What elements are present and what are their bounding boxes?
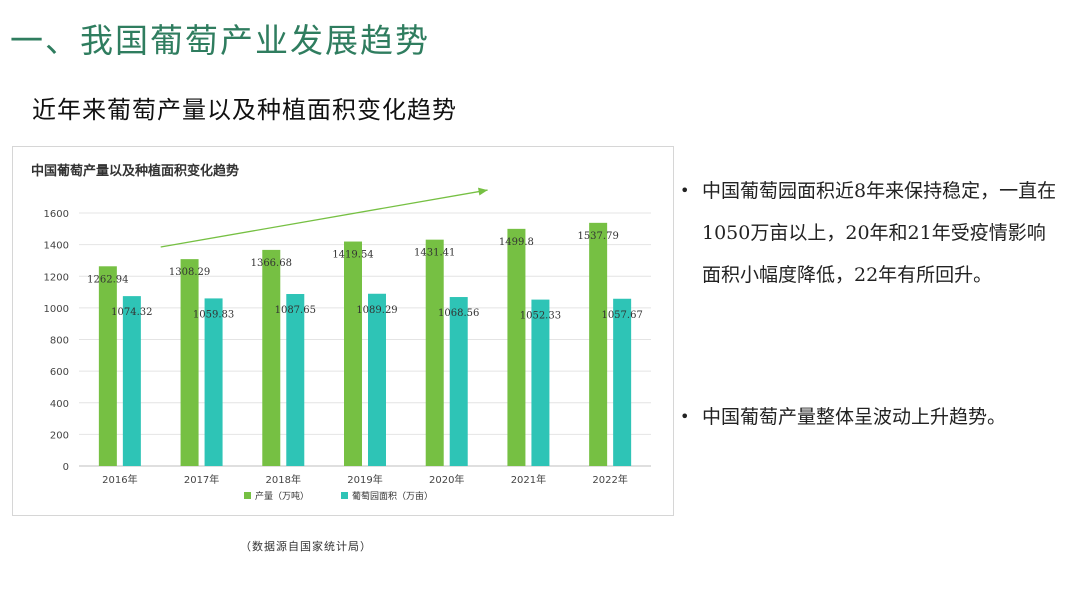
- bar-area: [613, 298, 632, 466]
- bar-area: [368, 293, 386, 466]
- x-tick-label: 2018年: [266, 473, 301, 486]
- trend-arrow-line: [160, 189, 488, 248]
- slide-title: 一、我国葡萄产业发展趋势: [10, 21, 430, 60]
- bullet-dot: •: [680, 181, 690, 200]
- bar-area: [449, 297, 468, 466]
- x-tick-label: 2021年: [511, 473, 546, 486]
- data-label-production: 1431.41: [414, 248, 455, 259]
- data-label-area: 1068.56: [438, 308, 479, 319]
- data-label-area: 1087.65: [275, 305, 316, 316]
- data-label-area: 1057.67: [601, 310, 642, 321]
- source-note: （数据源自国家统计局）: [240, 540, 372, 553]
- x-tick-label: 2020年: [429, 473, 464, 486]
- data-label-area: 1074.32: [111, 307, 152, 318]
- bullet-text: 中国葡萄园面积近8年来保持稳定，一直在1050万亩以上，20年和21年受疫情影响…: [702, 180, 1057, 286]
- bar-production: [262, 249, 281, 466]
- y-tick-label: 800: [50, 336, 69, 347]
- data-label-production: 1366.68: [251, 258, 292, 269]
- y-tick-label: 1200: [44, 272, 69, 283]
- bar-production: [98, 266, 117, 466]
- data-label-area: 1052.33: [520, 311, 561, 322]
- legend-swatch-area: [341, 492, 348, 499]
- legend-label-production: 产量（万吨）: [255, 490, 309, 502]
- data-label-production: 1308.29: [169, 267, 210, 278]
- x-tick-label: 2016年: [102, 473, 137, 486]
- chart-title: 中国葡萄产量以及种植面积变化趋势: [31, 164, 240, 179]
- data-label-production: 1262.94: [87, 274, 128, 285]
- y-tick-label: 1400: [44, 241, 69, 252]
- y-tick-label: 200: [50, 430, 69, 441]
- chart-panel: 中国葡萄产量以及种植面积变化趋势 0 200 400 600 800 1000 1200 14…: [12, 146, 674, 516]
- bar-production: [180, 259, 199, 466]
- legend-label-area: 葡萄园面积（万亩）: [352, 490, 433, 502]
- bar-production: [507, 228, 526, 466]
- bullet-dot: •: [680, 407, 690, 426]
- bar-chart: 0 200 400 600 800 1000 1200 1400 1600 1262.94 1074…: [44, 187, 651, 502]
- bar-area: [122, 296, 141, 466]
- y-tick-label: 1600: [44, 209, 69, 220]
- slide-subtitle: 近年来葡萄产量以及种植面积变化趋势: [32, 96, 457, 124]
- data-label-production: 1537.79: [577, 231, 618, 242]
- data-label-area: 1089.29: [356, 305, 397, 316]
- bar-production: [589, 222, 608, 466]
- trend-arrow-head: [478, 187, 488, 196]
- y-tick-label: 1000: [44, 304, 69, 315]
- x-tick-label: 2019年: [347, 473, 382, 486]
- bar-production: [344, 241, 362, 466]
- bar-area: [531, 299, 550, 466]
- x-tick-label: 2022年: [592, 473, 627, 486]
- bullet-text: 中国葡萄产量整体呈波动上升趋势。: [702, 406, 1007, 428]
- bar-area: [204, 298, 223, 466]
- legend-swatch-production: [244, 492, 251, 499]
- y-tick-label: 0: [63, 462, 69, 473]
- bullet-item-production: • 中国葡萄产量整体呈波动上升趋势。: [680, 396, 1060, 438]
- y-tick-label: 600: [50, 367, 69, 378]
- bar-production: [425, 239, 444, 466]
- x-tick-label: 2017年: [184, 473, 219, 486]
- data-label-area: 1059.83: [193, 309, 234, 320]
- data-label-production: 1419.54: [332, 250, 373, 261]
- y-tick-label: 400: [50, 399, 69, 410]
- bar-area: [286, 294, 305, 466]
- bullet-item-area: • 中国葡萄园面积近8年来保持稳定，一直在1050万亩以上，20年和21年受疫情…: [680, 170, 1060, 296]
- data-label-production: 1499.8: [499, 237, 534, 248]
